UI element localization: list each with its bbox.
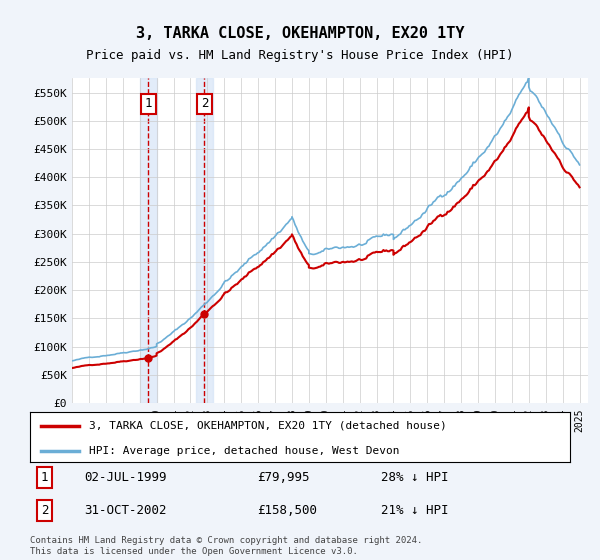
Text: HPI: Average price, detached house, West Devon: HPI: Average price, detached house, West… — [89, 446, 400, 456]
Text: 31-OCT-2002: 31-OCT-2002 — [84, 504, 167, 517]
Text: 3, TARKA CLOSE, OKEHAMPTON, EX20 1TY (detached house): 3, TARKA CLOSE, OKEHAMPTON, EX20 1TY (de… — [89, 421, 447, 431]
Text: £79,995: £79,995 — [257, 471, 310, 484]
Text: Price paid vs. HM Land Registry's House Price Index (HPI): Price paid vs. HM Land Registry's House … — [86, 49, 514, 63]
Bar — [196, 78, 213, 403]
Text: 28% ↓ HPI: 28% ↓ HPI — [381, 471, 449, 484]
Text: 2: 2 — [41, 504, 48, 517]
Text: Contains HM Land Registry data © Crown copyright and database right 2024.
This d: Contains HM Land Registry data © Crown c… — [30, 536, 422, 556]
Text: 3, TARKA CLOSE, OKEHAMPTON, EX20 1TY: 3, TARKA CLOSE, OKEHAMPTON, EX20 1TY — [136, 26, 464, 41]
Text: £158,500: £158,500 — [257, 504, 317, 517]
Bar — [140, 78, 157, 403]
Text: 1: 1 — [41, 471, 48, 484]
Text: 02-JUL-1999: 02-JUL-1999 — [84, 471, 167, 484]
Text: 2: 2 — [201, 97, 208, 110]
Text: 1: 1 — [145, 97, 152, 110]
Text: 21% ↓ HPI: 21% ↓ HPI — [381, 504, 449, 517]
